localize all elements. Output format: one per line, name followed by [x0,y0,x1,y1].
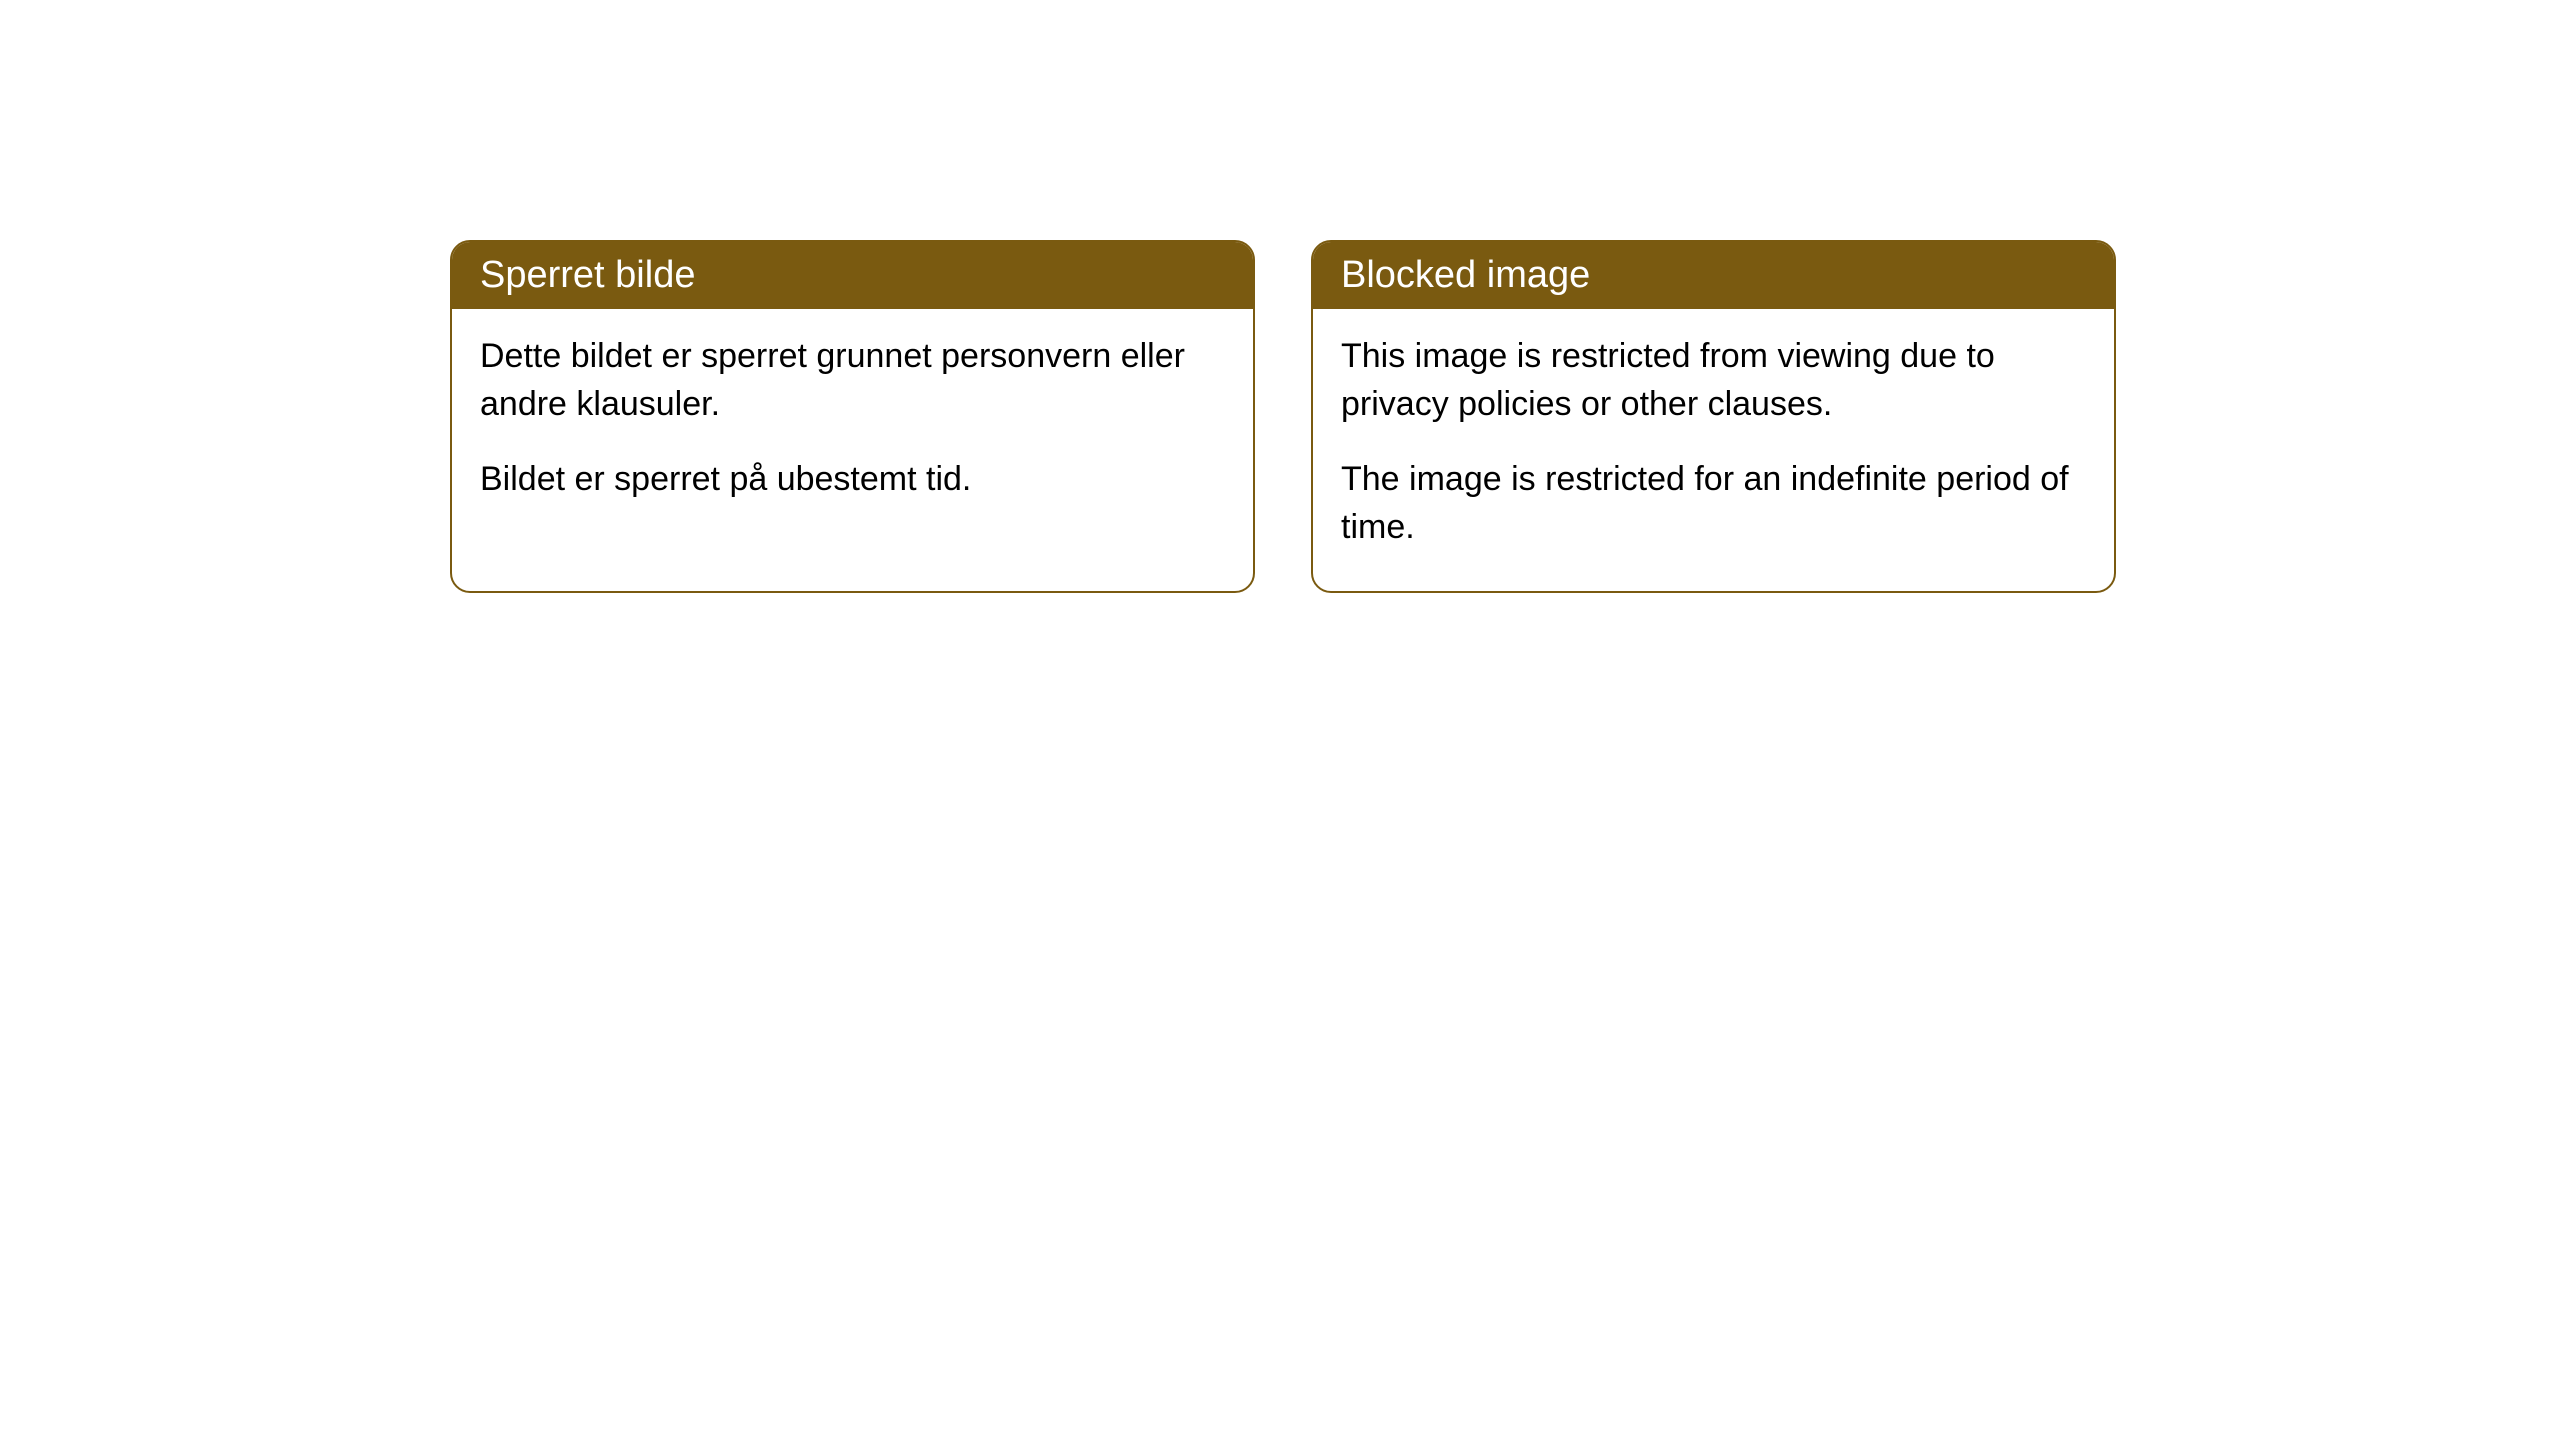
card-header: Sperret bilde [452,242,1253,309]
card-body: This image is restricted from viewing du… [1313,309,2114,591]
card-paragraph: The image is restricted for an indefinit… [1341,456,2086,551]
card-paragraph: Dette bildet er sperret grunnet personve… [480,333,1225,428]
card-title: Blocked image [1341,254,1590,296]
card-header: Blocked image [1313,242,2114,309]
notice-card-norwegian: Sperret bilde Dette bildet er sperret gr… [450,240,1255,593]
card-title: Sperret bilde [480,254,695,296]
card-body: Dette bildet er sperret grunnet personve… [452,309,1253,544]
notice-container: Sperret bilde Dette bildet er sperret gr… [0,0,2560,593]
notice-card-english: Blocked image This image is restricted f… [1311,240,2116,593]
card-paragraph: This image is restricted from viewing du… [1341,333,2086,428]
card-paragraph: Bildet er sperret på ubestemt tid. [480,456,1225,504]
